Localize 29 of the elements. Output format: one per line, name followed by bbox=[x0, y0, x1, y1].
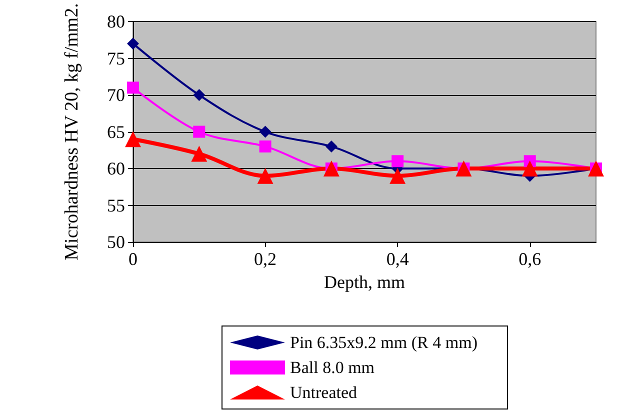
legend-label: Pin 6.35x9.2 mm (R 4 mm) bbox=[290, 333, 478, 352]
x-tick-label: 0 bbox=[128, 249, 138, 269]
point bbox=[127, 38, 139, 50]
legend-label: Untreated bbox=[290, 383, 358, 402]
point bbox=[257, 168, 274, 184]
point bbox=[392, 155, 404, 168]
y-tick-label: 80 bbox=[107, 12, 125, 32]
y-axis-title: Microhardness HV 20, kg f/mm2. bbox=[62, 3, 82, 260]
legend-label: Ball 8.0 mm bbox=[290, 358, 375, 377]
point bbox=[259, 140, 272, 152]
point bbox=[325, 140, 338, 152]
y-tick-label: 55 bbox=[107, 195, 125, 216]
y-tick-label: 65 bbox=[107, 122, 125, 142]
point bbox=[522, 160, 538, 177]
point bbox=[390, 168, 406, 184]
point bbox=[193, 89, 206, 102]
point bbox=[259, 126, 272, 138]
y-tick-label: 50 bbox=[107, 232, 125, 252]
point bbox=[191, 146, 208, 162]
point bbox=[193, 126, 206, 138]
y-tick-label: 60 bbox=[107, 158, 125, 179]
x-tick-label: 0,2 bbox=[254, 249, 277, 269]
x-tick-label: 0,6 bbox=[518, 249, 542, 269]
point bbox=[125, 131, 141, 148]
x-tick-label: 0,4 bbox=[386, 249, 409, 269]
y-tick-label: 75 bbox=[107, 48, 125, 68]
x-axis-title: Depth, mm bbox=[324, 272, 405, 292]
y-tick-label: 70 bbox=[107, 85, 125, 106]
point bbox=[127, 82, 139, 94]
